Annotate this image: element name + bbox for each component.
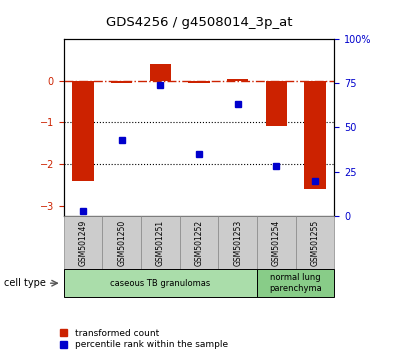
Bar: [150, 64, 171, 81]
Legend: transformed count, percentile rank within the sample: transformed count, percentile rank withi…: [60, 329, 228, 349]
Text: caseous TB granulomas: caseous TB granulomas: [110, 279, 211, 288]
Text: GSM501252: GSM501252: [195, 220, 203, 266]
Bar: [227, 79, 248, 81]
Bar: [257, 216, 296, 269]
Bar: [102, 216, 141, 269]
Text: GSM501251: GSM501251: [156, 220, 165, 266]
Text: GSM501250: GSM501250: [117, 220, 126, 267]
Text: GSM501253: GSM501253: [233, 220, 242, 267]
Bar: [188, 81, 210, 83]
Text: GDS4256 / g4508014_3p_at: GDS4256 / g4508014_3p_at: [106, 16, 292, 29]
Text: cell type: cell type: [4, 278, 46, 288]
Bar: [296, 216, 334, 269]
Bar: [304, 81, 326, 189]
Bar: [64, 269, 257, 297]
Text: GSM501255: GSM501255: [310, 220, 320, 267]
Text: GSM501249: GSM501249: [78, 220, 88, 267]
Bar: [266, 81, 287, 126]
Text: normal lung
parenchyma: normal lung parenchyma: [269, 274, 322, 293]
Bar: [111, 81, 132, 83]
Bar: [219, 216, 257, 269]
Text: GSM501254: GSM501254: [272, 220, 281, 267]
Bar: [72, 81, 94, 181]
Bar: [179, 216, 219, 269]
Bar: [257, 269, 334, 297]
Bar: [141, 216, 179, 269]
Bar: [64, 216, 102, 269]
